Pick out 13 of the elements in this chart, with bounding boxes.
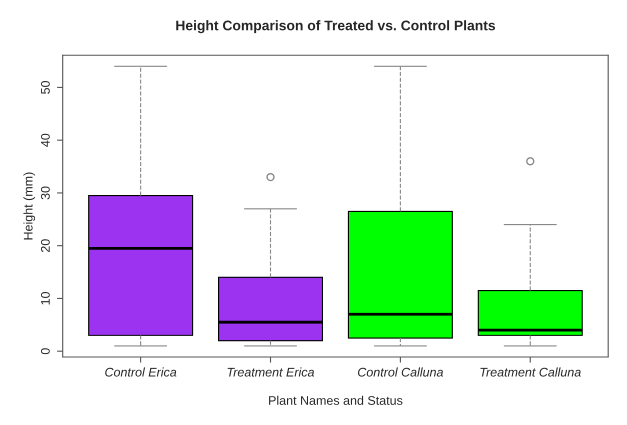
x-tick-label: Treatment Erica [228,367,314,377]
y-tick-label: 0 [40,348,50,354]
x-tick-label: Control Erica [105,367,176,377]
y-tick-label: 30 [40,186,50,200]
chart-title: Height Comparison of Treated vs. Control Plants [176,20,496,34]
y-tick-label: 10 [40,292,50,304]
y-axis-title: Height (mm) [23,172,36,240]
x-tick-label: Control Calluna [358,367,444,377]
x-tick-label: Treatment Calluna [480,367,581,377]
y-tick-label: 50 [40,80,50,94]
x-axis-title: Plant Names and Status [269,396,402,405]
y-tick-label: 40 [40,134,50,147]
y-tick-label: 20 [40,239,50,252]
